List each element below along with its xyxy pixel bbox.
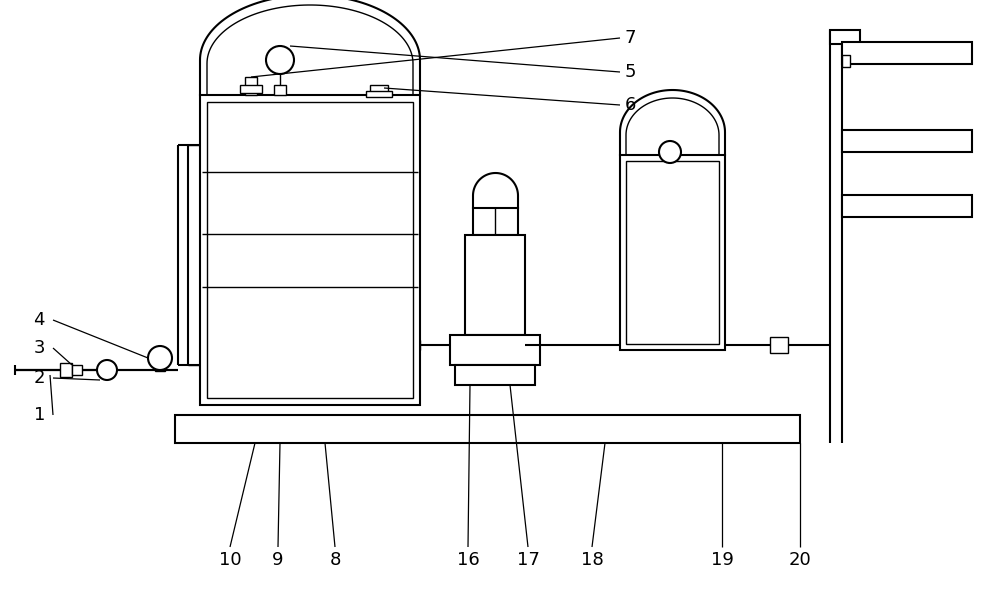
Text: 5: 5 [625, 63, 637, 81]
Bar [366, 91, 392, 97]
Bar [370, 85, 388, 95]
Text: 10: 10 [219, 551, 241, 569]
Text: 7: 7 [625, 29, 637, 47]
Bar [207, 102, 413, 398]
Text: 1: 1 [34, 406, 45, 424]
Text: 9: 9 [272, 551, 284, 569]
Bar [155, 362, 165, 371]
Circle shape [148, 346, 172, 370]
Bar [842, 55, 850, 67]
Bar [665, 147, 675, 155]
Text: 2: 2 [34, 369, 45, 387]
Bar [240, 85, 262, 93]
Circle shape [659, 141, 681, 163]
Text: 18: 18 [581, 551, 603, 569]
Bar [473, 208, 518, 235]
Text: 20: 20 [789, 551, 811, 569]
Bar [620, 155, 725, 350]
Text: 3: 3 [34, 339, 45, 357]
Bar [60, 363, 72, 377]
Circle shape [266, 46, 294, 74]
Bar [72, 365, 82, 375]
Bar [626, 161, 719, 344]
Bar [465, 235, 525, 335]
Bar [200, 95, 420, 405]
Text: 6: 6 [625, 96, 636, 114]
Text: 16: 16 [457, 551, 479, 569]
Bar [770, 337, 788, 353]
Bar [842, 195, 972, 217]
Text: 19: 19 [711, 551, 733, 569]
Bar [450, 335, 540, 365]
Text: 4: 4 [34, 311, 45, 329]
Text: 17: 17 [517, 551, 539, 569]
Bar [842, 130, 972, 152]
Text: 8: 8 [329, 551, 341, 569]
Bar [830, 30, 860, 44]
Bar [274, 85, 286, 95]
Bar [455, 365, 535, 385]
Circle shape [97, 360, 117, 380]
Bar [842, 42, 972, 64]
Bar [175, 415, 800, 443]
Bar [245, 77, 257, 95]
